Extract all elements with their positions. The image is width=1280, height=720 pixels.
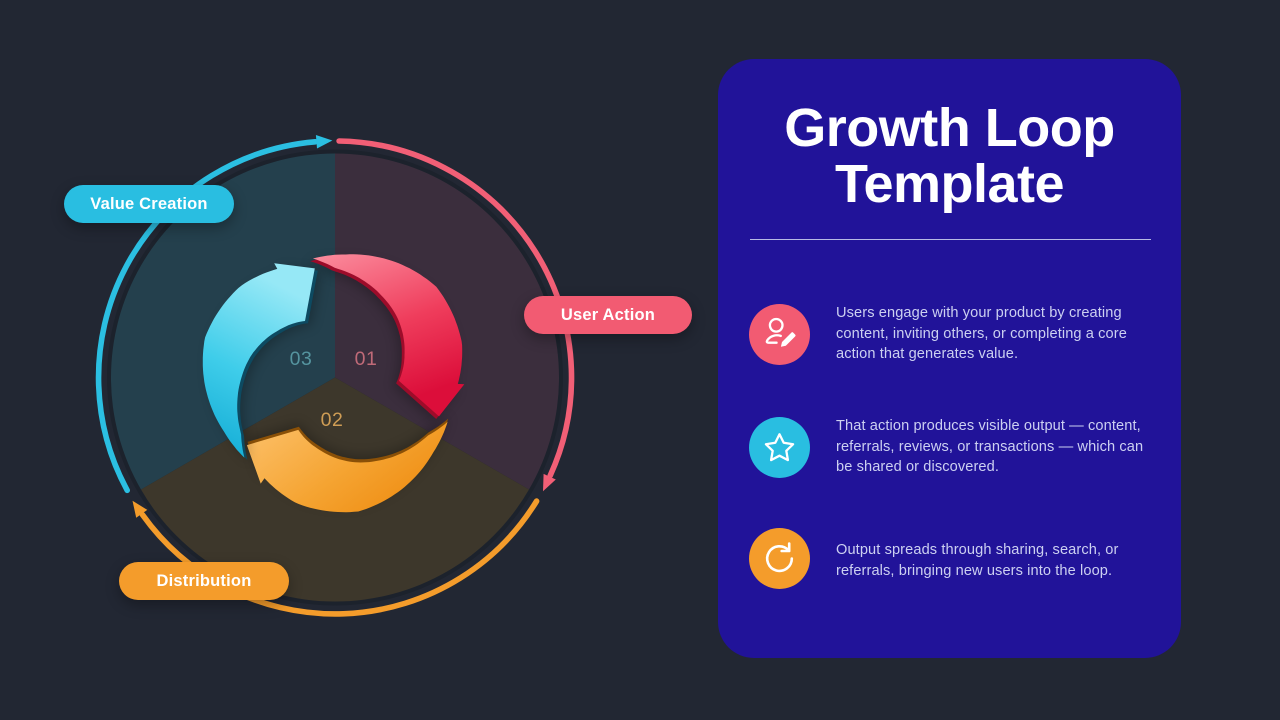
svg-text:03: 03 (290, 348, 313, 370)
svg-text:02: 02 (321, 409, 344, 431)
svg-text:01: 01 (355, 348, 378, 370)
